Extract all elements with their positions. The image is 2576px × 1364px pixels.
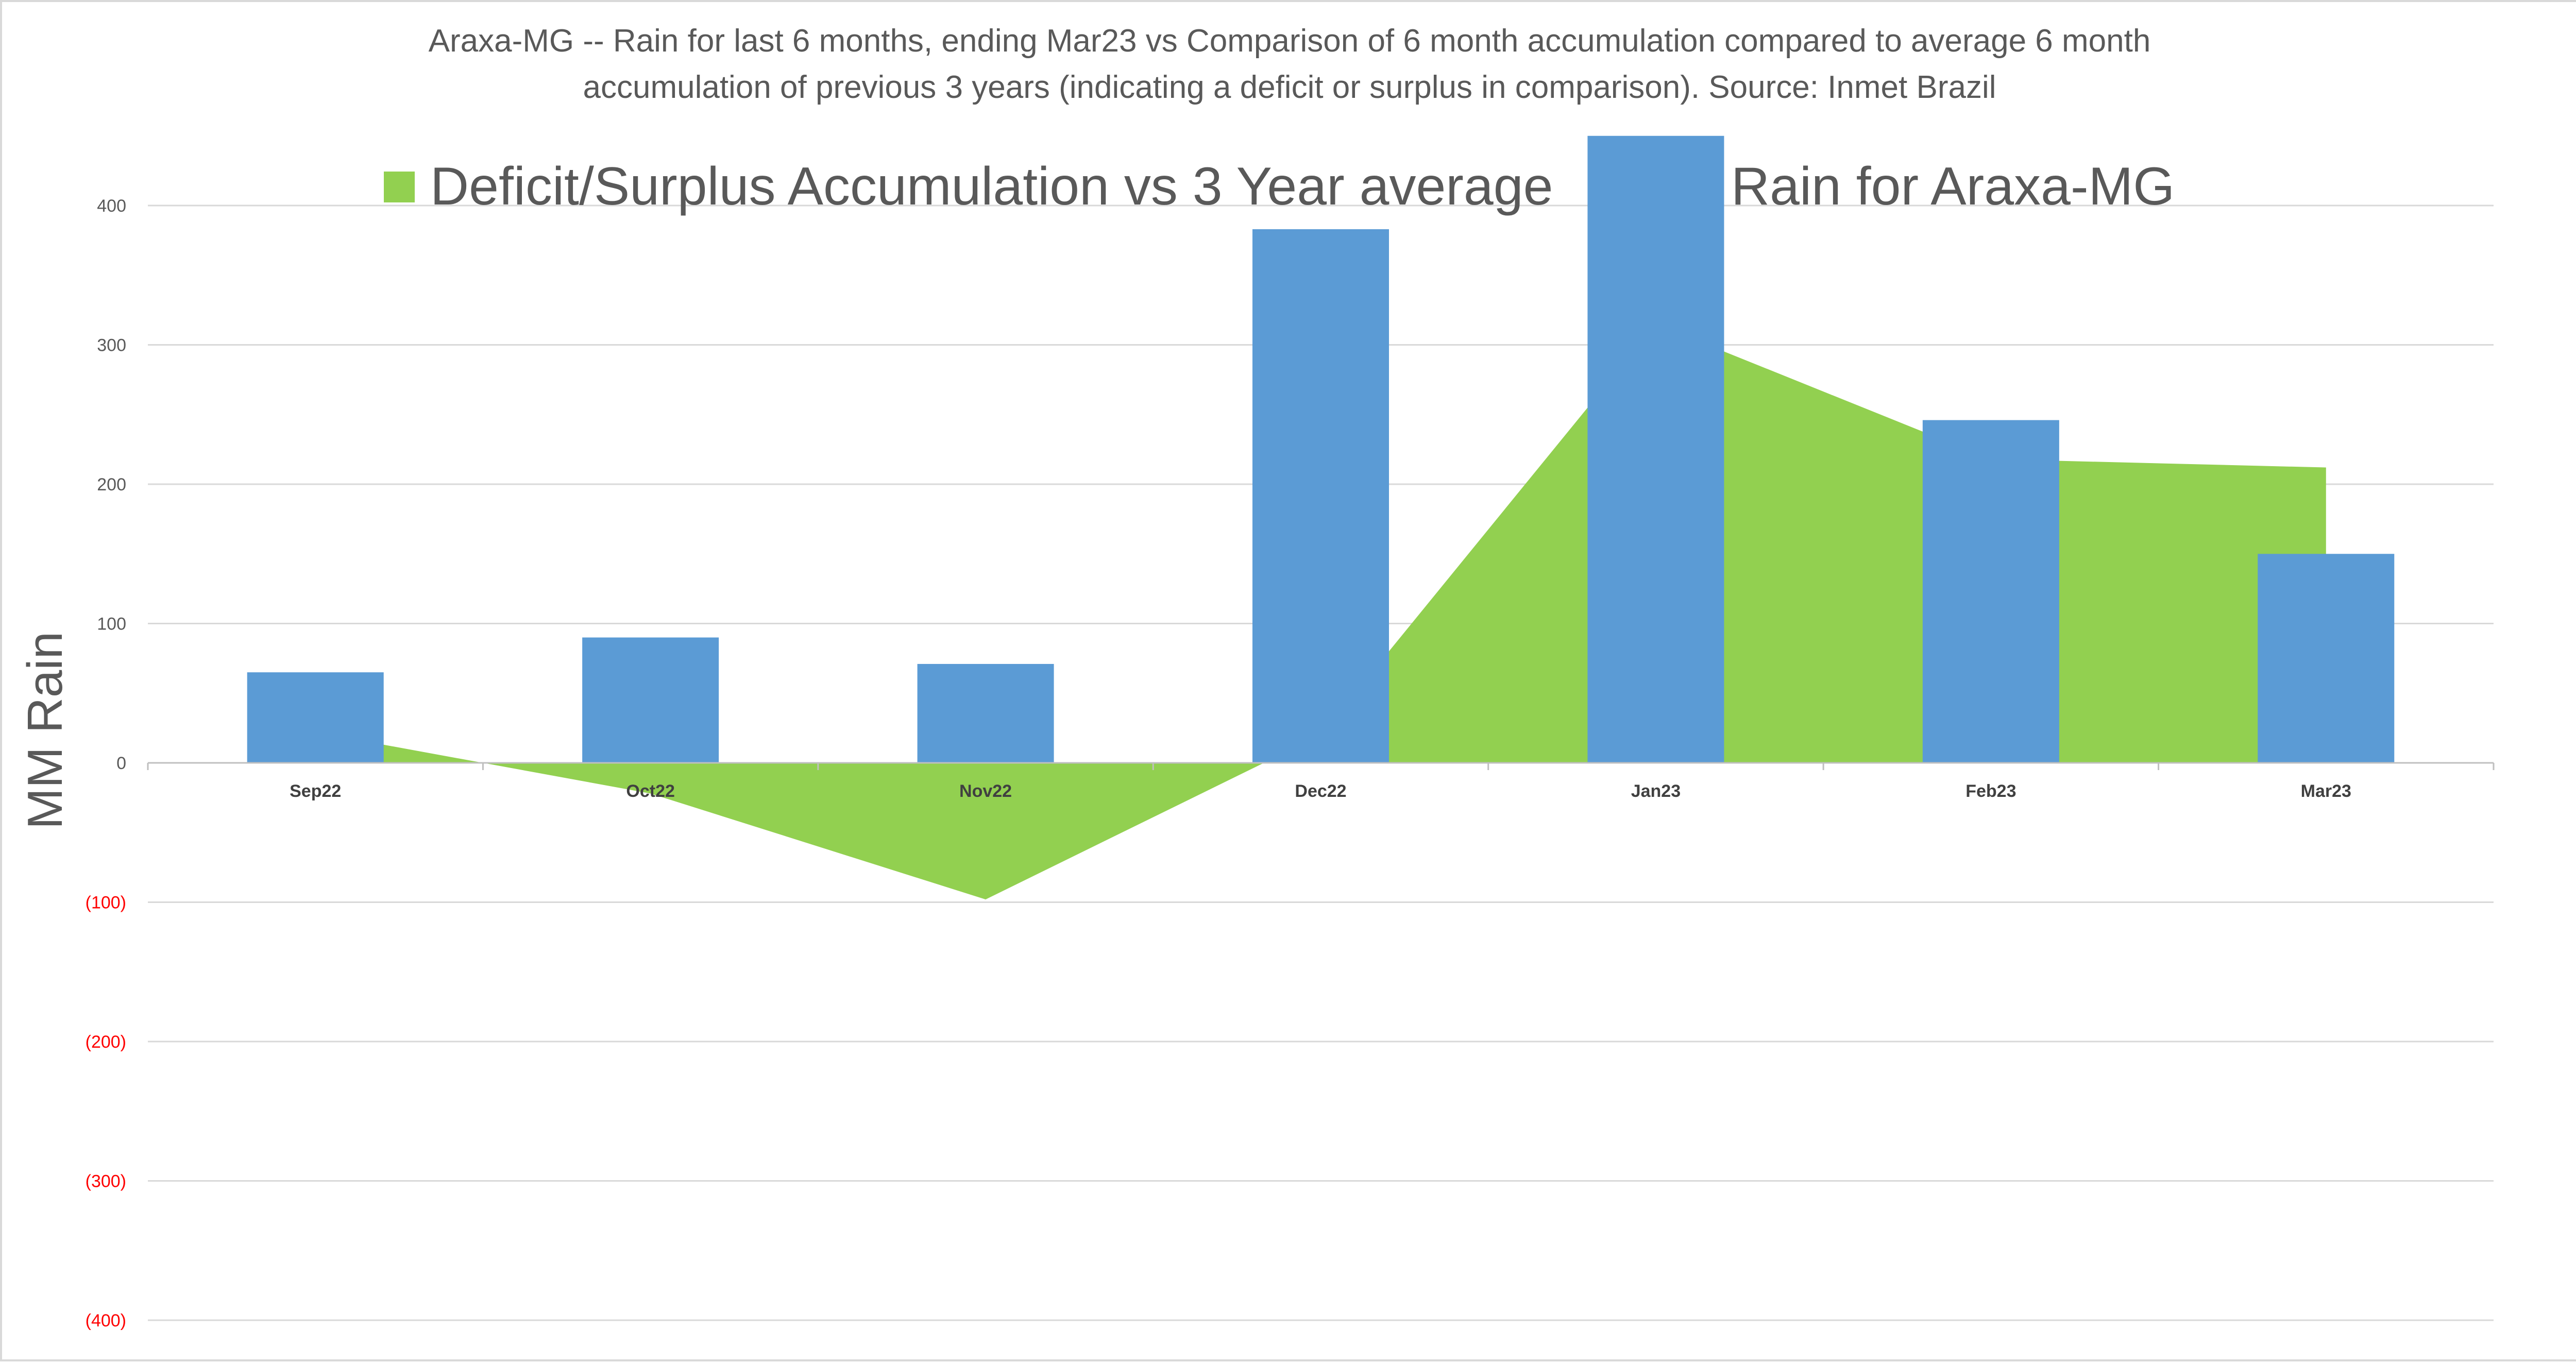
x-tick-label-jan23: Jan23 [1631, 781, 1681, 801]
area-deficit-surplus [315, 323, 2326, 900]
x-axis [147, 762, 2495, 770]
bar-rain-dec22 [1252, 229, 1389, 763]
y-axis-label: MM Rain [18, 632, 73, 829]
x-tick-label-mar23: Mar23 [2301, 781, 2351, 801]
bar-rain-oct22 [582, 637, 719, 763]
legend-swatch-deficit-surplus [384, 172, 415, 202]
bar-rain-nov22 [917, 663, 1054, 763]
chart-title-line-1: Araxa-MG -- Rain for last 6 months, endi… [429, 23, 2151, 59]
bar-rain-mar23 [2258, 554, 2395, 763]
y-axis-ticks: 400 300 200 100 0 (100) (200) (300) (400) [86, 196, 126, 1331]
y-tick-label: 200 [97, 475, 126, 495]
x-tick-label-feb23: Feb23 [1965, 781, 2016, 801]
y-tick-label: 0 [116, 754, 126, 773]
y-tick-label: 400 [97, 196, 126, 216]
y-tick-label: 100 [97, 615, 126, 634]
x-tick-label-nov22: Nov22 [959, 781, 1012, 801]
x-tick-label-oct22: Oct22 [626, 781, 675, 801]
y-tick-label: (300) [86, 1172, 126, 1191]
y-tick-label: 300 [97, 336, 126, 355]
area-series-layer [315, 323, 2326, 900]
bar-rain-jan23 [1587, 135, 1724, 763]
x-axis-ticks: Sep22 Oct22 Nov22 Dec22 Jan23 Feb23 Mar23 [290, 781, 2351, 801]
y-tick-label: (400) [86, 1311, 126, 1331]
x-tick-label-sep22: Sep22 [290, 781, 341, 801]
x-tick-label-dec22: Dec22 [1295, 781, 1346, 801]
legend-label-rain: Rain for Araxa-MG [1731, 157, 2175, 216]
bar-series-layer [247, 135, 2395, 763]
y-tick-label: (100) [86, 893, 126, 913]
y-tick-label: (200) [86, 1032, 126, 1052]
bar-rain-feb23 [1922, 420, 2059, 763]
legend-label-deficit-surplus: Deficit/Surplus Accumulation vs 3 Year a… [430, 157, 1553, 216]
bar-rain-sep22 [247, 672, 384, 763]
chart-title-line-2: accumulation of previous 3 years (indica… [583, 70, 1996, 105]
